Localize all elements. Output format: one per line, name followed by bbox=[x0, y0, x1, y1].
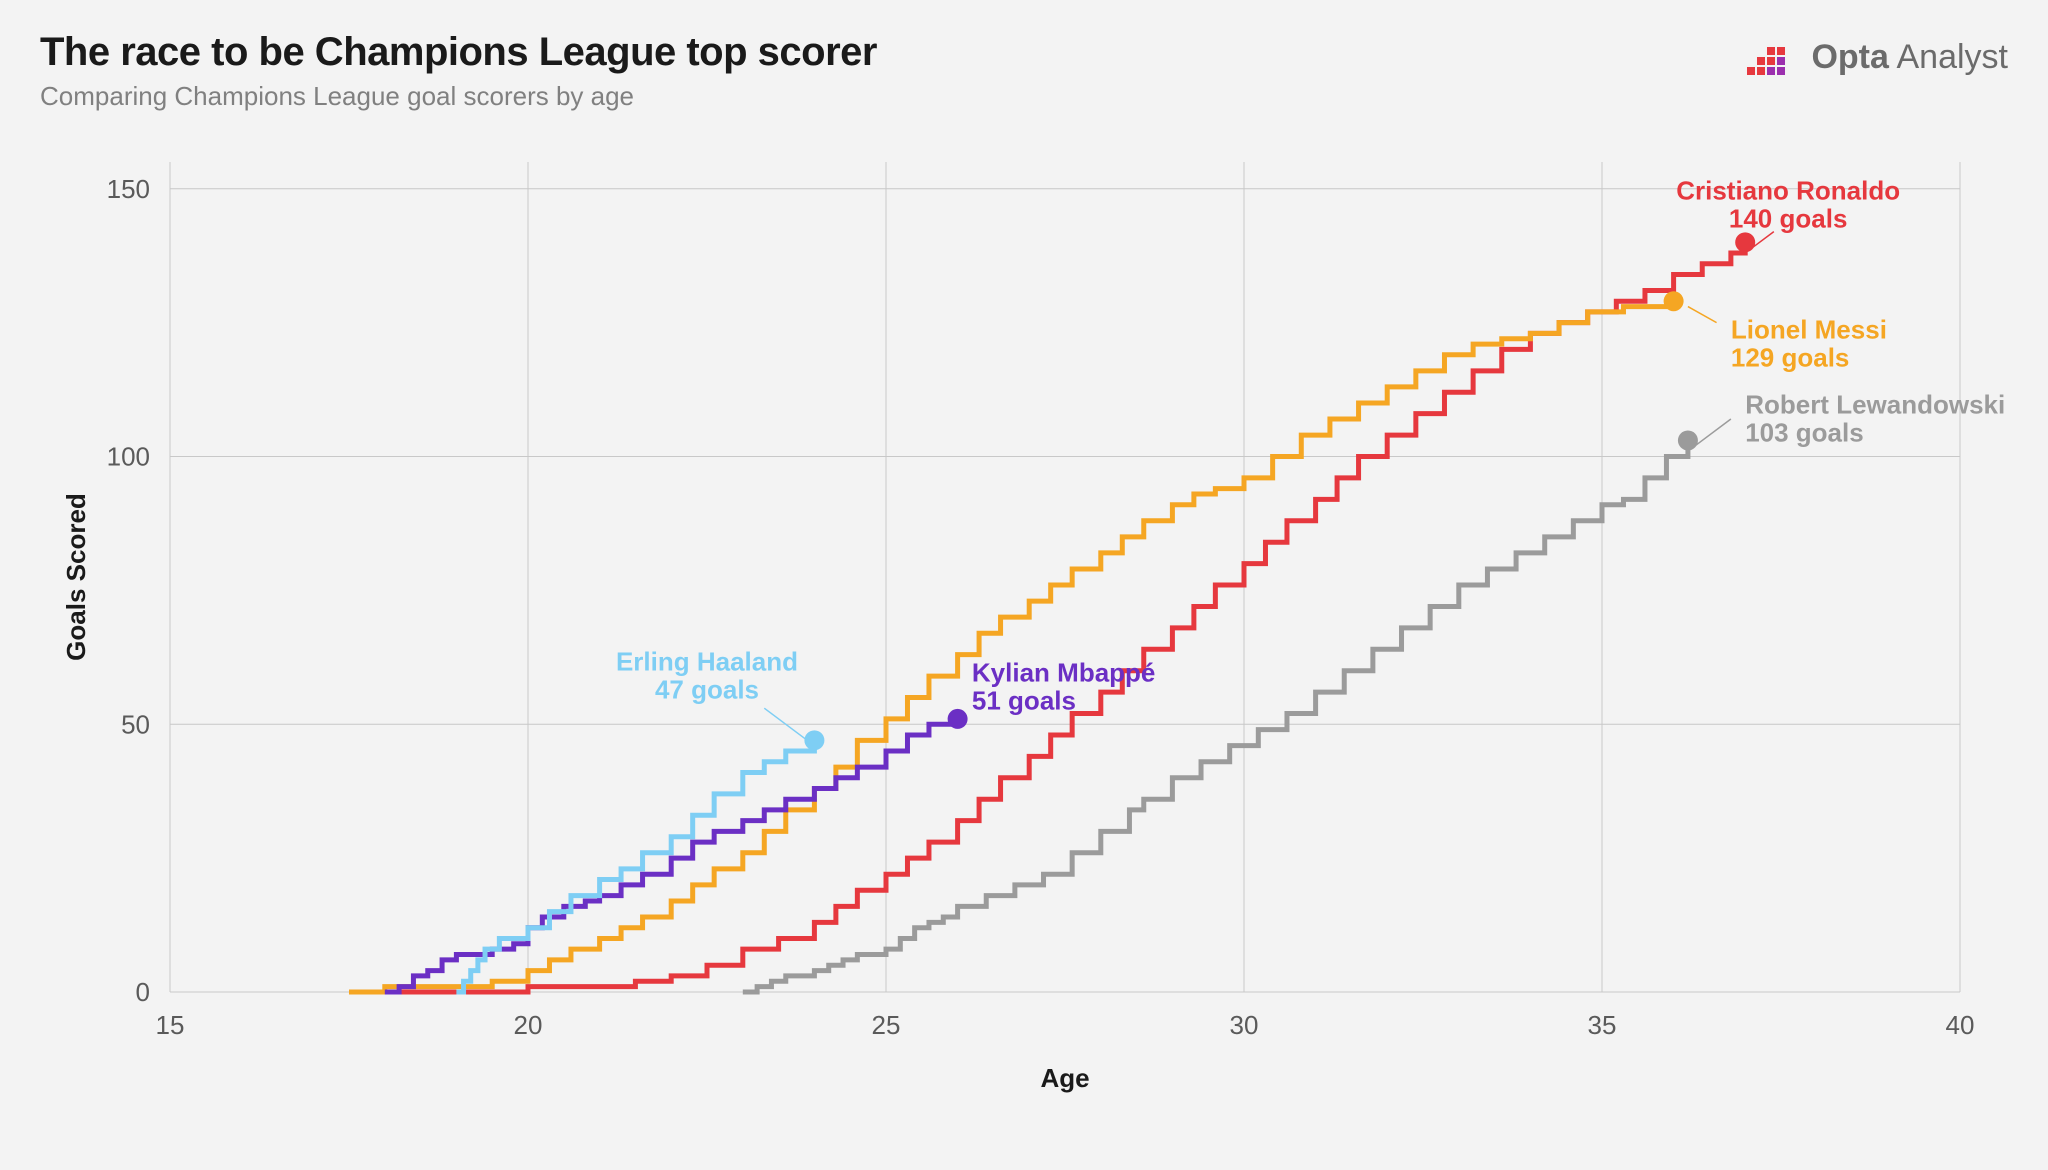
chart-subtitle: Comparing Champions League goal scorers … bbox=[40, 81, 877, 112]
x-tick-label: 30 bbox=[1230, 1010, 1259, 1040]
series-label: Robert Lewandowski103 goals bbox=[1745, 390, 2005, 448]
series-line bbox=[385, 242, 1745, 992]
series-end-marker bbox=[1678, 430, 1698, 450]
chart-svg: 15 20 25 30 35 40 0 50 100 150 Age Goals Scored Robe… bbox=[40, 122, 2008, 1122]
series-line bbox=[349, 301, 1674, 992]
y-tick-label: 100 bbox=[107, 442, 150, 472]
leader-line bbox=[1688, 307, 1717, 323]
header: The race to be Champions League top scor… bbox=[40, 30, 2008, 112]
chart-area: 15 20 25 30 35 40 0 50 100 150 Age Goals Scored Robe… bbox=[40, 122, 2008, 1122]
series-label: Lionel Messi129 goals bbox=[1731, 315, 1887, 373]
brand-light: Analyst bbox=[1889, 38, 2008, 76]
y-tick-label: 50 bbox=[121, 709, 150, 739]
series-label: Kylian Mbappé51 goals bbox=[972, 657, 1155, 715]
brand-logo: Opta Analyst bbox=[1745, 35, 2008, 79]
series-label: Erling Haaland47 goals bbox=[616, 647, 798, 705]
brand-bold: Opta bbox=[1811, 38, 1888, 76]
series-label: Cristiano Ronaldo140 goals bbox=[1676, 175, 1900, 233]
leader-line bbox=[1695, 419, 1731, 446]
series-end-marker bbox=[1664, 291, 1684, 311]
x-tick-label: 15 bbox=[156, 1010, 185, 1040]
series-line bbox=[743, 440, 1688, 992]
leader-line bbox=[764, 708, 814, 745]
leader-line bbox=[1752, 232, 1773, 248]
x-tick-label: 25 bbox=[872, 1010, 901, 1040]
chart-container: The race to be Champions League top scor… bbox=[0, 0, 2048, 1170]
series-end-marker bbox=[948, 709, 968, 729]
x-tick-label: 35 bbox=[1588, 1010, 1617, 1040]
x-tick-label: 20 bbox=[514, 1010, 543, 1040]
series-line bbox=[385, 719, 958, 992]
y-tick-label: 0 bbox=[136, 977, 150, 1007]
x-tick-label: 40 bbox=[1946, 1010, 1975, 1040]
x-axis-label: Age bbox=[1040, 1063, 1089, 1093]
chart-title: The race to be Champions League top scor… bbox=[40, 30, 877, 75]
brand-text: Opta Analyst bbox=[1811, 38, 2008, 77]
titles: The race to be Champions League top scor… bbox=[40, 30, 877, 112]
y-axis-label: Goals Scored bbox=[61, 493, 91, 661]
y-tick-label: 150 bbox=[107, 174, 150, 204]
opta-icon bbox=[1745, 35, 1801, 79]
series-line bbox=[456, 740, 814, 992]
series-end-marker bbox=[1735, 232, 1755, 252]
